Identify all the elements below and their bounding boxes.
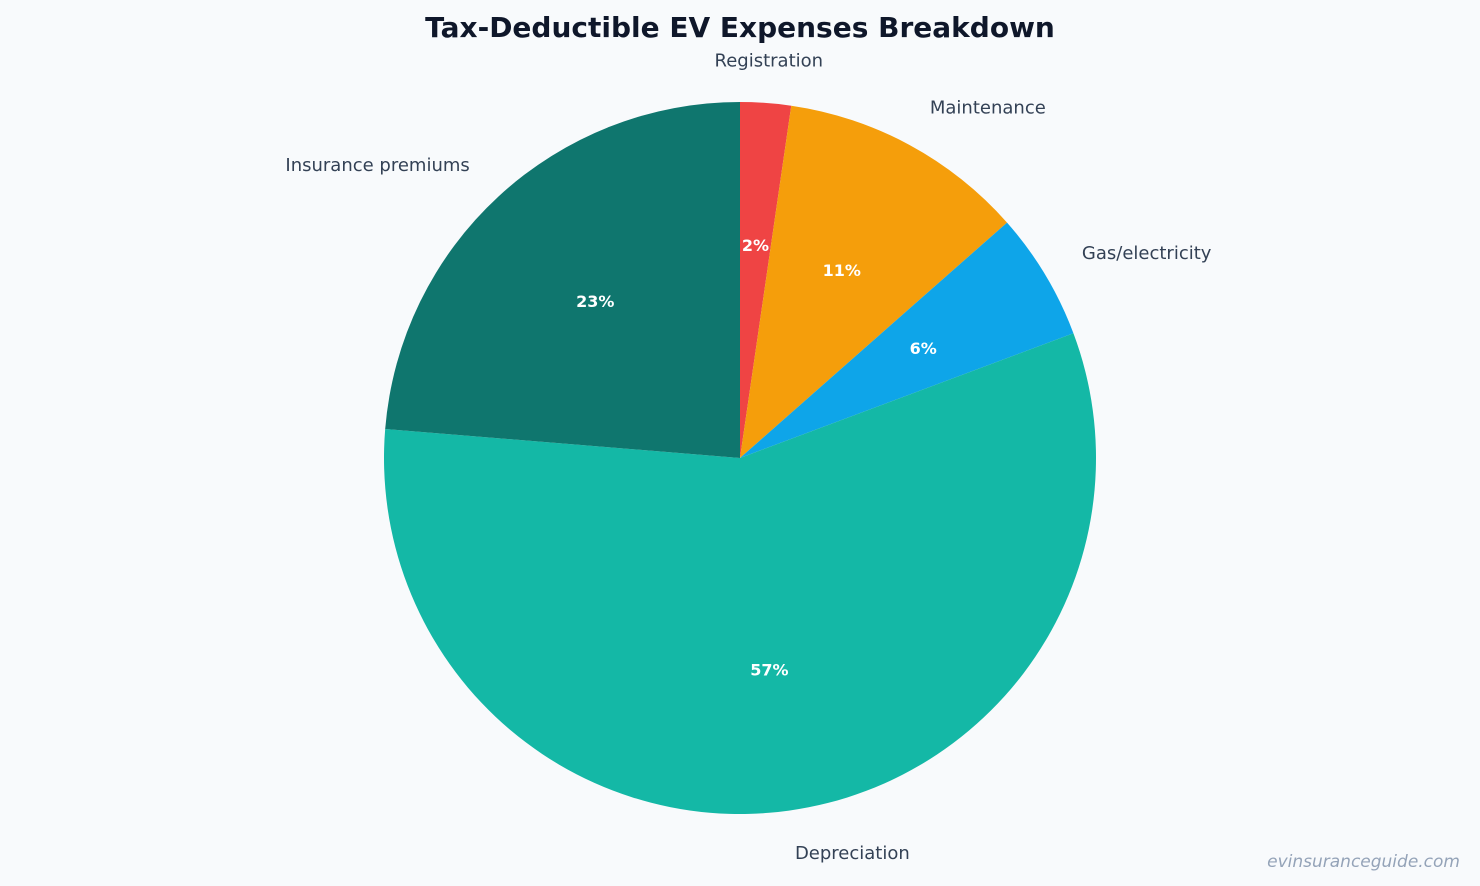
slice-label: Depreciation (795, 843, 910, 864)
slice-percent-label: 6% (910, 339, 937, 358)
pie-labels: Registration 2% Maintenance 11% Gas/electric… (285, 50, 1211, 864)
pie-slice-gas-electricity (740, 222, 1074, 458)
pie-slice-registration (740, 102, 792, 458)
pie-slices (384, 102, 1096, 814)
slice-percent-label: 23% (576, 292, 614, 311)
pie-slice-depreciation (384, 333, 1096, 814)
slice-label: Maintenance (930, 97, 1046, 118)
slice-label: Insurance premiums (285, 155, 469, 176)
slice-label: Gas/electricity (1082, 243, 1212, 264)
slice-percent-label: 11% (823, 261, 861, 280)
watermark: evinsuranceguide.com (1267, 852, 1460, 872)
pie-slice-maintenance (740, 105, 1008, 458)
slice-label: Registration (715, 50, 824, 71)
slice-percent-label: 57% (750, 661, 788, 680)
chart-title: Tax-Deductible EV Expenses Breakdown (425, 11, 1055, 44)
pie-slice-insurance-premiums (385, 102, 740, 458)
slice-percent-label: 2% (742, 236, 769, 255)
